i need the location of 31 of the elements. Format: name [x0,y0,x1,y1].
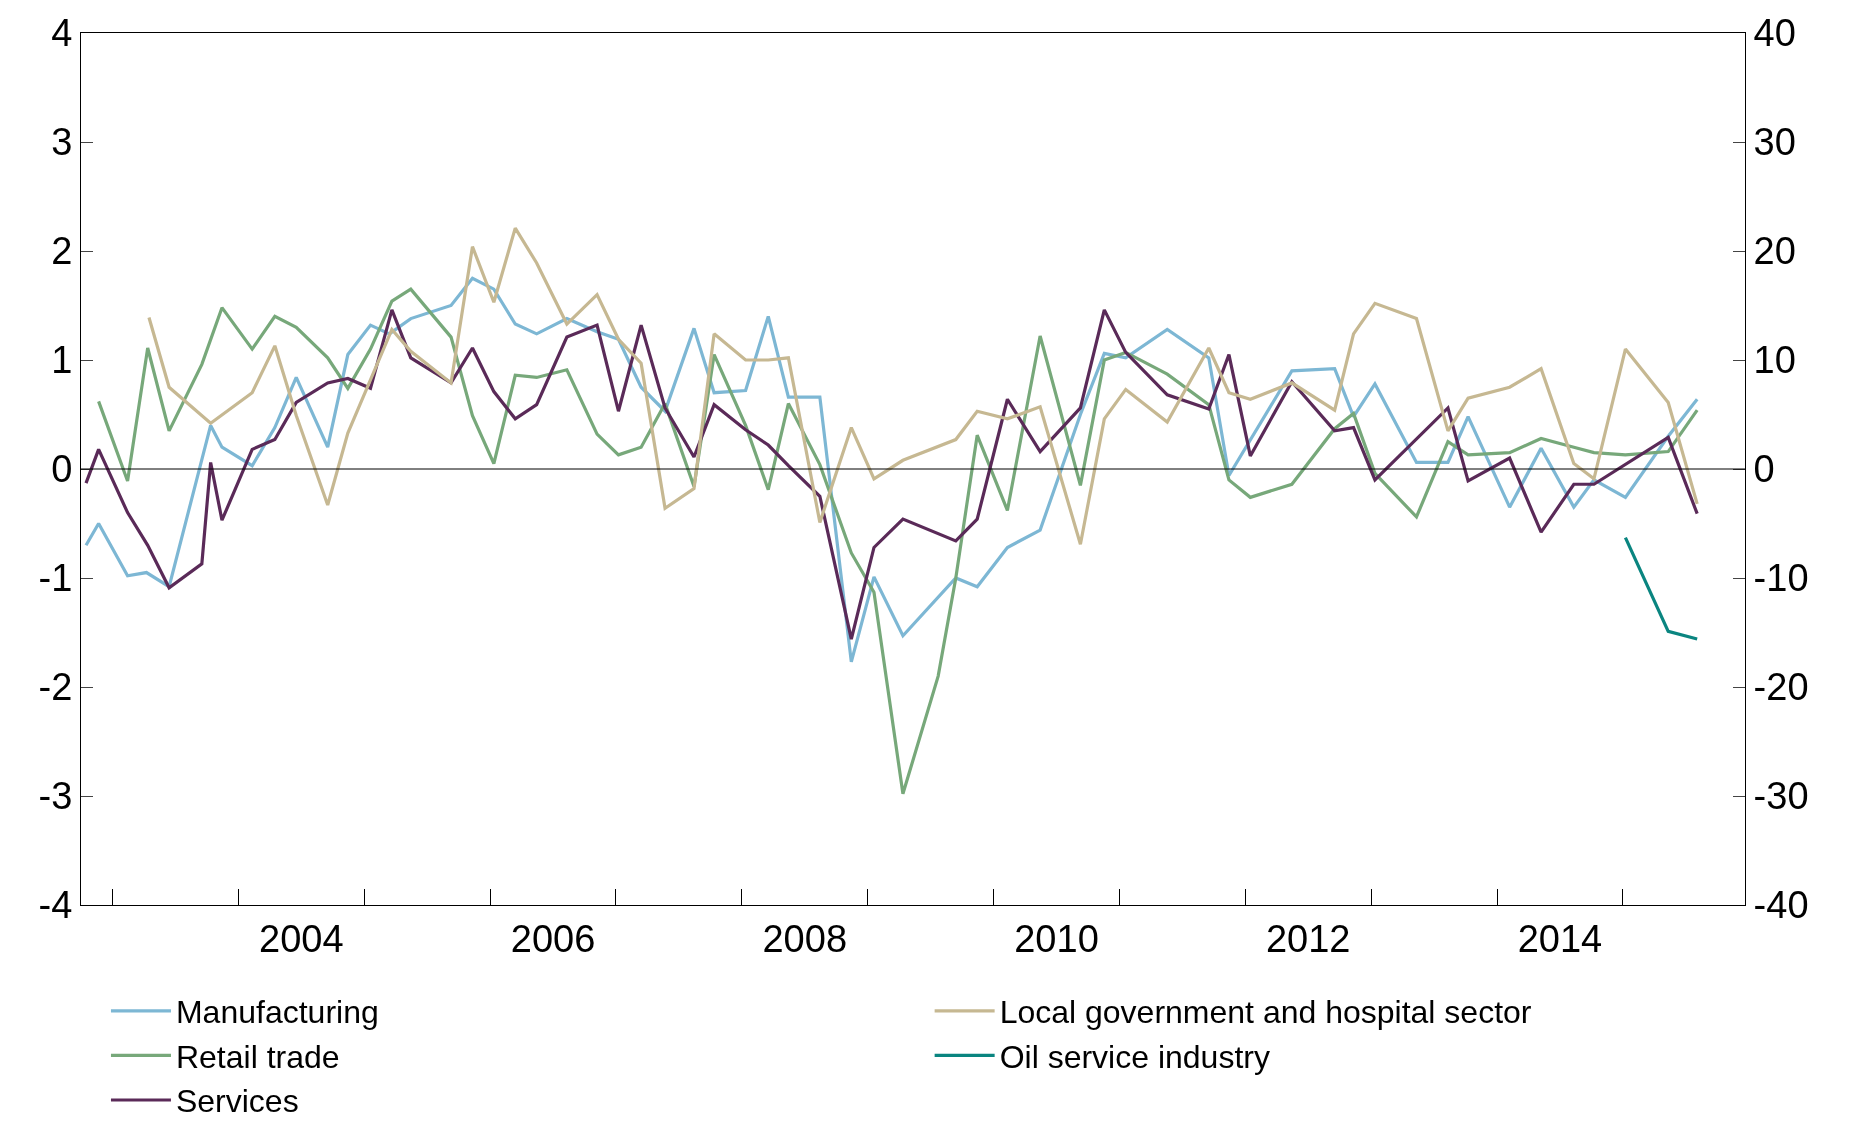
y-tick-label: 3 [51,121,73,164]
y-tick-label: 2 [51,230,73,273]
y2-tick-label: 30 [1753,121,1796,164]
y2-tick-label: 0 [1753,448,1775,491]
x-tick-label: 2010 [1014,917,1099,960]
x-tick-label: 2014 [1517,917,1603,960]
x-tick-label: 2012 [1265,917,1351,960]
x-tick-label: 2006 [510,917,596,960]
y2-tick-label: 10 [1753,339,1796,382]
line-series [97,287,1699,796]
y2-tick-label: -20 [1753,666,1809,709]
y-tick-label: -3 [38,775,73,818]
y2-tick-label: 20 [1753,230,1796,273]
y2-tick-label: 40 [1753,12,1796,55]
legend-label: Oil service industry [999,1038,1270,1075]
x-tick-label: 2008 [762,917,848,960]
y2-tick-label: -10 [1753,557,1809,600]
legend-label: Services [175,1083,299,1120]
y2-tick-label: -40 [1753,884,1809,927]
y-tick-label: -4 [38,884,73,927]
y-tick-label: 0 [51,448,73,491]
y2-tick-label: -30 [1753,775,1809,818]
line-series [147,226,1699,546]
legend-label: Manufacturing [175,994,379,1031]
legend-label: Local government and hospital sector [999,994,1532,1031]
y-tick-label: 1 [51,339,73,382]
x-tick-label: 2004 [259,917,344,960]
y-tick-label: -1 [38,557,73,600]
legend-label: Retail trade [175,1038,340,1075]
y-tick-label: -2 [38,666,73,709]
y-tick-label: 4 [51,12,73,55]
